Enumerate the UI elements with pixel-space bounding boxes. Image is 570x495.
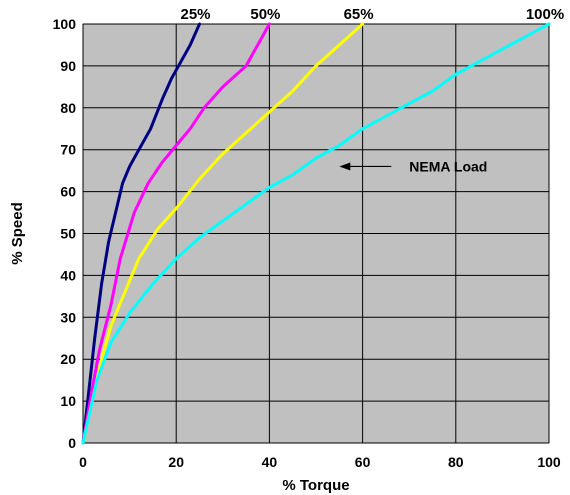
x-tick-label: 80 (448, 454, 464, 470)
y-tick-labels: 0 10 20 30 40 50 60 70 80 90 100 (53, 16, 77, 451)
series-lines (81, 22, 551, 445)
y-tick-label: 90 (60, 58, 76, 74)
y-tick-label: 30 (60, 309, 76, 325)
annotation-arrowhead (339, 162, 351, 171)
x-axis-title: % Torque (282, 477, 349, 494)
x-tick-label: 40 (262, 454, 278, 470)
y-tick-label: 100 (53, 16, 77, 32)
x-tick-label: 60 (355, 454, 371, 470)
series-label: 25% (180, 6, 210, 23)
y-tick-label: 50 (60, 226, 76, 242)
series-line (81, 22, 551, 445)
x-tick-label: 0 (79, 454, 87, 470)
x-tick-label: 100 (537, 454, 561, 470)
series-line (81, 22, 365, 445)
x-tick-label: 20 (168, 454, 184, 470)
series-labels: 25% 50% 65% 100% (180, 6, 564, 23)
y-tick-label: 10 (60, 393, 76, 409)
y-tick-label: 0 (68, 435, 76, 451)
annotation-label: NEMA Load (409, 158, 487, 174)
y-tick-label: 40 (60, 267, 76, 283)
y-tick-label: 60 (60, 184, 76, 200)
series-label: 100% (526, 6, 564, 23)
series-label: 50% (250, 6, 280, 23)
y-tick-label: 20 (60, 351, 76, 367)
series-label: 65% (344, 6, 374, 23)
y-tick-label: 70 (60, 142, 76, 158)
y-tick-label: 80 (60, 100, 76, 116)
series-line (81, 22, 201, 445)
x-tick-labels: 0 20 40 60 80 100 (79, 454, 561, 470)
y-axis-title: % Speed (9, 202, 26, 265)
annotations: NEMA Load (339, 158, 487, 174)
series-line (81, 22, 271, 445)
